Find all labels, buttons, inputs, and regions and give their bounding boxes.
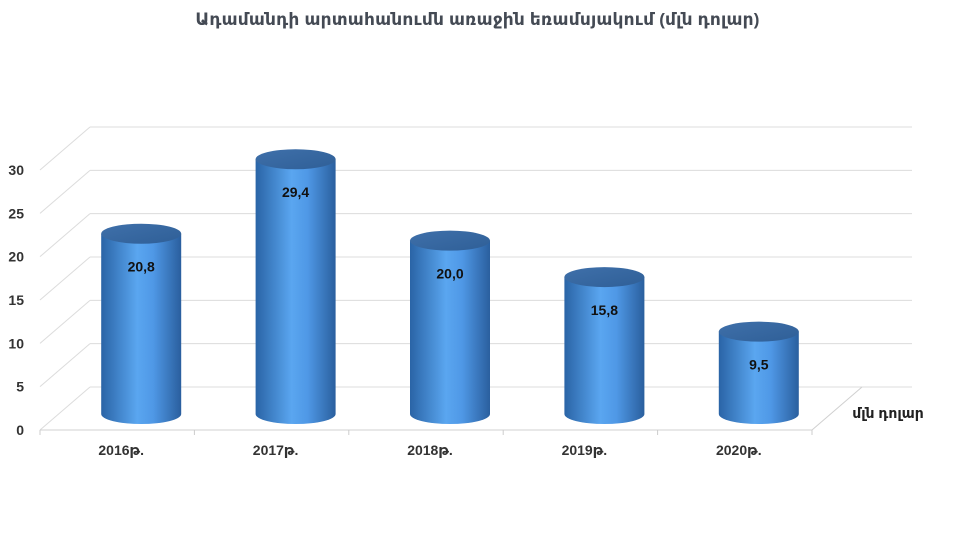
data-label: 29,4	[282, 184, 309, 200]
y-tick-label: 25	[8, 205, 24, 221]
y-tick-label: 5	[16, 379, 24, 395]
y-tick-label: 30	[8, 162, 24, 178]
bar-2020թ.	[718, 321, 799, 424]
bar-2018թ.	[410, 230, 490, 424]
gridline-side	[39, 256, 91, 301]
x-tick-label: 2018թ.	[407, 442, 453, 458]
gridline-side	[39, 299, 91, 344]
y-tick-label: 15	[8, 292, 24, 308]
x-tick-label: 2016թ.	[98, 442, 144, 458]
gridline-side	[39, 386, 91, 431]
bar-2016թ.	[101, 223, 182, 424]
x-tick-label: 2019թ.	[562, 442, 608, 458]
bars-layer	[101, 149, 799, 424]
bar-top	[718, 321, 799, 342]
y-tick-label: 20	[8, 249, 24, 265]
data-label: 9,5	[749, 357, 769, 373]
x-tick-label: 2020թ.	[716, 442, 762, 458]
data-label: 20,8	[128, 259, 155, 275]
gridline-side	[39, 169, 91, 214]
bar-top	[255, 149, 336, 170]
gridline-side	[39, 213, 91, 258]
data-label: 20,0	[436, 266, 463, 282]
y-tick-label: 10	[8, 335, 24, 351]
bar-2017թ.	[255, 149, 336, 424]
data-label: 15,8	[591, 302, 618, 318]
bar-body	[255, 159, 336, 424]
bar-body	[718, 331, 799, 424]
bar-2019թ.	[564, 267, 645, 424]
gridline-side	[39, 126, 91, 171]
bar-body	[101, 233, 182, 424]
x-tick-label: 2017թ.	[253, 442, 299, 458]
floor-right-edge	[811, 386, 863, 431]
y-tick-label: 0	[16, 422, 24, 438]
chart-title: Ադամանդի արտահանումն առաջին եռամսյակում …	[195, 10, 760, 29]
labels-layer: 20,8 2016թ. 29,4 2017թ. 20,0 2018թ. 15,8 2019թ.…	[98, 184, 923, 458]
bar-body	[564, 277, 645, 424]
bar-body	[410, 240, 490, 424]
axis-layer: 0 5 10 15 20 25 30	[8, 162, 24, 438]
bar-top	[101, 223, 182, 244]
series-label: մլն դոլար	[852, 405, 924, 421]
bar-top	[410, 230, 490, 251]
gridline-side	[39, 343, 91, 388]
bar-top	[564, 267, 645, 288]
